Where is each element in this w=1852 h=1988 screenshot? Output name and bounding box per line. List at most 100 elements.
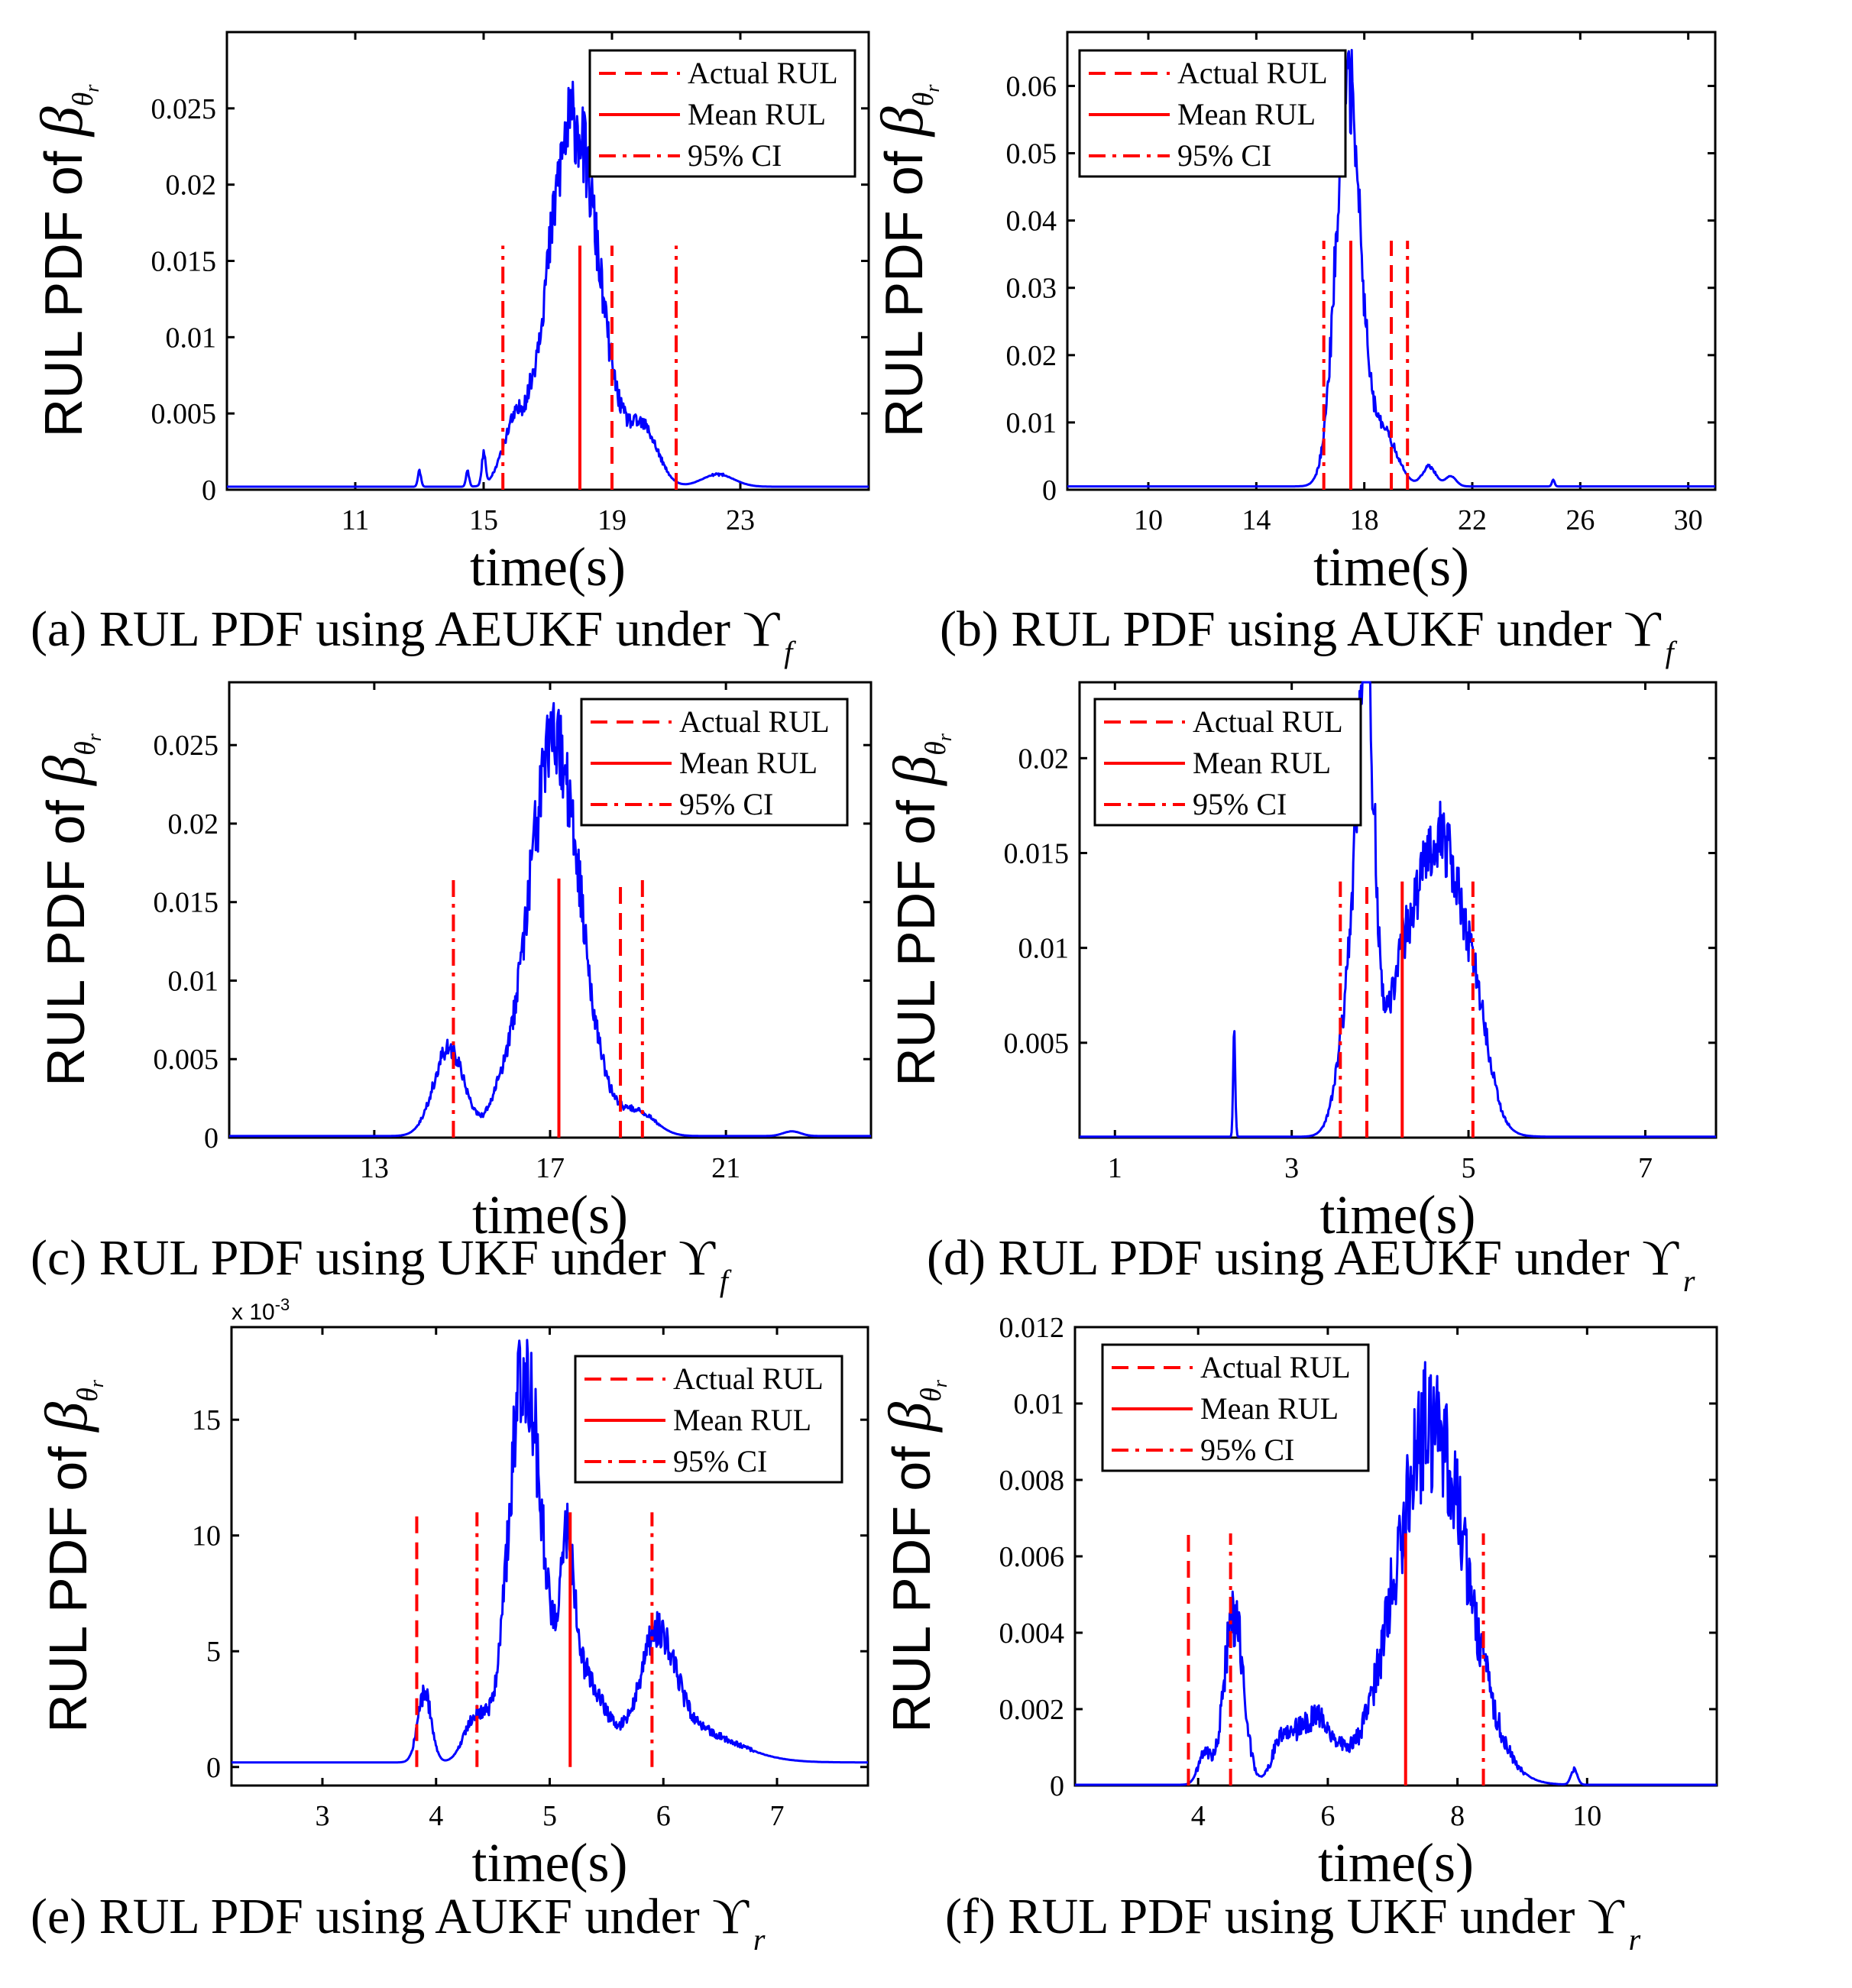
theta-subscript: θ (72, 1387, 104, 1402)
y-tick-label: 0.06 (1006, 70, 1057, 102)
y-axis-label: RUL PDF of βθr (28, 84, 103, 438)
x-tick-label: 8 (1450, 1800, 1465, 1832)
x-tick-label: 6 (656, 1800, 671, 1832)
y-tick-label: 0.015 (1004, 838, 1070, 870)
caption-subscript: r (753, 1922, 766, 1957)
pdf-curve (1067, 49, 1716, 488)
pdf-curve (1074, 1361, 1718, 1786)
y-tick-label: 5 (206, 1636, 221, 1668)
y-axis-label-main: RUL PDF of (886, 785, 946, 1086)
r-subscript: r (934, 733, 956, 741)
x-axis-label: time(s) (470, 536, 626, 597)
x-tick-label: 5 (1462, 1152, 1476, 1184)
legend-actual-label: Actual RUL (1193, 704, 1343, 739)
chart-f: 4 6 8 10 0 0.002 0.004 0.006 0.008 0.01 0.012 Actua… (876, 1312, 1718, 1893)
y-tick-label: 0.025 (154, 730, 219, 762)
legend: Actual RUL Mean RUL 95% CI (574, 1355, 843, 1484)
y-axis-label-text: RUL PDF of βθr (876, 1379, 951, 1733)
beta-symbol: β (869, 106, 935, 138)
theta-subscript: θ (70, 741, 102, 756)
legend: Actual RUL Mean RUL 95% CI (580, 698, 849, 827)
x-tick-label: 13 (360, 1152, 389, 1184)
y-tick-label: 0.025 (151, 93, 217, 125)
pdf-curve (1079, 681, 1717, 1138)
r-subscript: r (921, 84, 944, 92)
x-tick-label: 3 (1284, 1152, 1299, 1184)
y-tick-label: 0.002 (999, 1694, 1065, 1726)
y-tick-label: 0.02 (168, 808, 219, 840)
beta-symbol: β (28, 106, 95, 138)
caption-subscript: r (1629, 1922, 1641, 1957)
x-tick-label: 1 (1108, 1152, 1122, 1184)
x-axis-label: time(s) (1313, 536, 1469, 597)
legend-mean-label: Mean RUL (673, 1403, 811, 1437)
y-multiplier-exponent: -3 (275, 1295, 290, 1314)
x-tick-label: 10 (1134, 504, 1163, 536)
y-axis-label: RUL PDF of βθr (881, 733, 956, 1086)
x-tick-label: 18 (1350, 504, 1379, 536)
theta-subscript: θ (920, 741, 952, 756)
legend-actual-label: Actual RUL (679, 704, 830, 739)
beta-symbol: β (31, 756, 97, 787)
x-tick-label: 30 (1674, 504, 1703, 536)
y-tick-label: 0.005 (1004, 1028, 1070, 1060)
pdf-curve (228, 701, 872, 1138)
y-tick-label: 0.015 (151, 246, 217, 278)
x-tick-label: 26 (1565, 504, 1595, 536)
r-subscript: r (83, 733, 105, 741)
y-tick-label: 0.01 (168, 965, 219, 997)
theta-subscript: θ (908, 92, 940, 107)
pdf-curve (231, 1339, 869, 1764)
theta-subscript: θ (67, 92, 99, 107)
y-axis-label-main: RUL PDF of (38, 1432, 98, 1733)
y-tick-label: 0 (202, 474, 216, 507)
beta-symbol: β (876, 1402, 943, 1433)
theta-subscript: θ (915, 1387, 947, 1402)
y-tick-label: 0.01 (1014, 1388, 1065, 1420)
y-axis-label-text: RUL PDF of βθr (881, 733, 956, 1086)
y-tick-label: 0.05 (1006, 138, 1057, 170)
y-tick-label: 0.005 (154, 1044, 219, 1076)
y-tick-label: 0.006 (999, 1541, 1065, 1573)
r-subscript: r (81, 84, 103, 92)
x-tick-label: 19 (597, 504, 627, 536)
y-tick-label: 0 (1042, 474, 1057, 507)
x-tick-label: 14 (1242, 504, 1271, 536)
y-tick-label: 0.02 (1006, 340, 1057, 372)
caption-subscript: f (720, 1264, 732, 1298)
beta-symbol: β (33, 1402, 99, 1433)
y-tick-label: 0 (206, 1752, 221, 1784)
legend: Actual RUL Mean RUL 95% CI (588, 49, 856, 178)
caption-subscript: r (1683, 1264, 1695, 1298)
y-tick-label: 0.01 (1006, 407, 1057, 439)
legend-actual-label: Actual RUL (673, 1361, 824, 1396)
pdf-curve (226, 80, 869, 488)
y-tick-label: 0.008 (999, 1465, 1065, 1497)
x-axis-label: time(s) (1318, 1832, 1474, 1893)
beta-symbol: β (881, 756, 947, 787)
y-tick-label: 0.005 (151, 398, 217, 430)
legend-mean-label: Mean RUL (1177, 97, 1316, 131)
legend-actual-label: Actual RUL (688, 56, 838, 90)
legend: Actual RUL Mean RUL 95% CI (1101, 1343, 1370, 1472)
y-axis-label: RUL PDF of βθr (33, 1379, 108, 1733)
y-tick-label: 0 (1050, 1770, 1064, 1802)
chart-d: 1 3 5 7 0.005 0.01 0.015 0.02 Actual RUL Mean RUL… (881, 681, 1718, 1245)
r-subscript: r (86, 1379, 108, 1387)
x-tick-label: 10 (1572, 1800, 1601, 1832)
legend-ci-label: 95% CI (1193, 787, 1287, 821)
x-tick-label: 23 (726, 504, 755, 536)
axes-frame (1078, 681, 1718, 1139)
r-subscript: r (929, 1379, 951, 1387)
legend-ci-label: 95% CI (1200, 1433, 1294, 1467)
x-tick-label: 11 (342, 504, 370, 536)
legend-mean-label: Mean RUL (679, 746, 818, 780)
y-tick-label: 0.01 (1018, 933, 1070, 965)
caption-subscript: f (784, 635, 796, 669)
y-tick-label: 0 (204, 1122, 219, 1154)
chart-e: 3 4 5 6 7 0 5 10 15 x 10-3 Actual RUL Mean RUL 95% C… (33, 1295, 869, 1893)
y-axis-label-main: RUL PDF of (874, 136, 934, 437)
x-axis-label: time(s) (472, 1184, 628, 1245)
y-tick-label: 0.02 (166, 170, 217, 202)
